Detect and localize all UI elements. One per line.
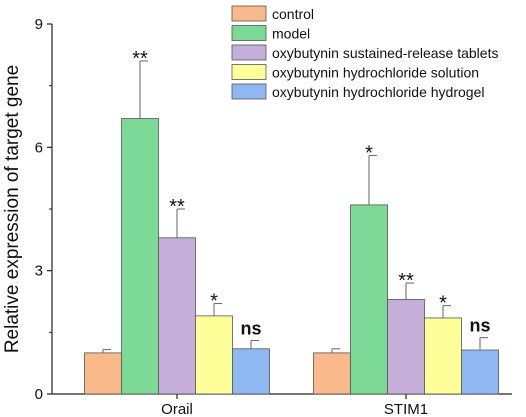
bars: *****ns****ns — [84, 48, 499, 395]
bar — [158, 237, 196, 395]
legend-swatch — [231, 64, 267, 80]
bar — [121, 118, 159, 395]
legend-swatch — [231, 5, 267, 22]
y-tick-label: 9 — [35, 16, 43, 33]
x-tick-label: STIM1 — [384, 401, 428, 417]
legend-label: oxybutynin hydrochloride solution — [272, 65, 479, 81]
legend-swatch — [231, 83, 267, 100]
bar — [195, 315, 233, 395]
bar — [232, 348, 270, 395]
significance-label: * — [439, 293, 447, 315]
legend-label: oxybutynin hydrochloride hydrogel — [272, 84, 484, 100]
legend-swatch — [231, 25, 267, 41]
x-tick-label: Orail — [161, 401, 193, 417]
y-axis-label: Relative expression of target gene — [2, 65, 23, 353]
bar — [313, 352, 351, 395]
significance-label: * — [365, 143, 373, 165]
bar — [461, 349, 499, 395]
significance-label: ** — [169, 196, 185, 218]
bar — [350, 204, 388, 395]
significance-label: ** — [132, 48, 148, 70]
significance-label: ** — [398, 270, 414, 292]
legend-label: oxybutynin sustained-release tablets — [272, 45, 498, 61]
bar — [84, 352, 122, 395]
significance-label: ns — [469, 316, 490, 336]
axes: 0 3 6 9 Relative expression of target gene Or… — [2, 16, 512, 417]
bar — [387, 299, 425, 395]
y-tick-label: 3 — [35, 263, 43, 280]
legend-swatch — [231, 44, 267, 61]
y-tick-label: 0 — [35, 386, 43, 403]
legend-label: model — [272, 26, 310, 42]
significance-label: * — [210, 291, 218, 313]
y-tick-label: 6 — [35, 139, 43, 156]
legend-label: control — [272, 6, 314, 22]
legend: control model oxybutynin sustained-release… — [231, 5, 498, 100]
significance-label: ns — [240, 319, 261, 339]
bar — [424, 317, 462, 395]
